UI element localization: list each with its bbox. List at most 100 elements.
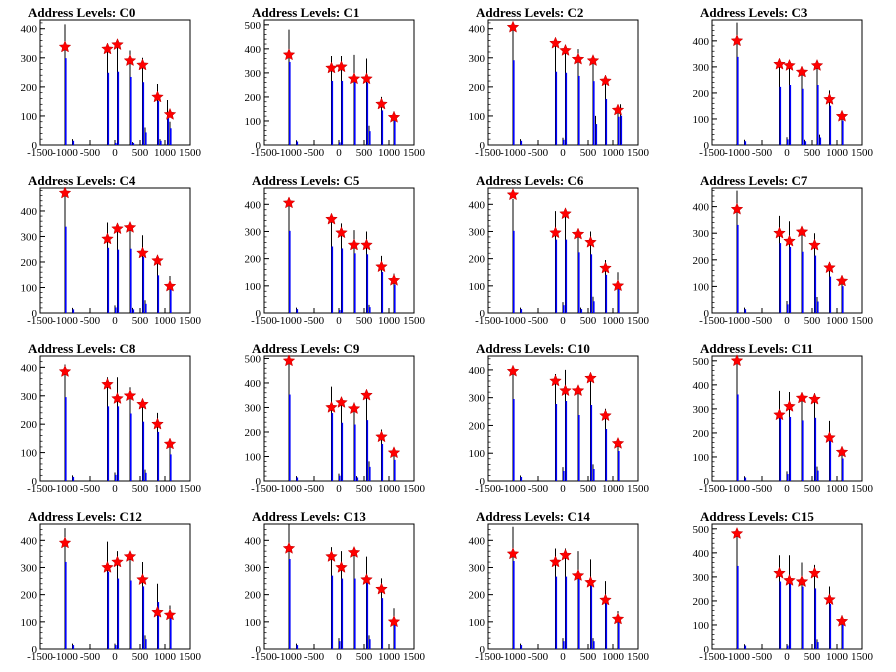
- chart-svg: 0 100 200 300 400 500 -1500 -1000 -500 0 500 1000 15…: [693, 523, 874, 663]
- x-tick-label: -1000: [52, 483, 78, 495]
- peak-marker: [549, 374, 562, 387]
- peak-marker: [360, 238, 373, 251]
- y-tick-label: 300: [469, 393, 486, 405]
- x-tick-label: -1000: [276, 483, 302, 495]
- x-tick-label: 500: [132, 651, 149, 663]
- x-tick-label: -1000: [52, 651, 78, 663]
- x-tick-label: -500: [304, 651, 325, 663]
- y-tick-label: 100: [469, 281, 486, 293]
- x-tick-label: 0: [560, 315, 566, 327]
- peak-marker: [123, 54, 137, 67]
- chart-panel-3: Address Levels: C3 0 100 200 300 400 -1500 -100…: [672, 0, 896, 168]
- x-tick-label: 1000: [602, 483, 625, 495]
- peak-marker: [506, 20, 520, 33]
- y-tick-label: 400: [21, 362, 38, 374]
- peak-marker: [151, 90, 164, 103]
- y-tick-label: 500: [245, 20, 262, 32]
- peak-marker: [387, 273, 401, 286]
- peak-marker: [151, 605, 164, 618]
- peak-marker: [773, 57, 786, 70]
- peak-marker: [282, 196, 296, 209]
- peak-marker: [835, 274, 849, 287]
- chart-title: Address Levels: C6: [476, 173, 584, 188]
- x-tick-label: 500: [132, 147, 149, 159]
- y-tick-label: 100: [245, 617, 262, 629]
- peak-marker: [101, 560, 114, 573]
- x-tick-label: -1000: [276, 315, 302, 327]
- x-tick-label: 1000: [602, 315, 625, 327]
- peak-marker: [151, 417, 164, 430]
- peak-marker: [549, 226, 562, 239]
- y-tick-label: 300: [693, 62, 710, 74]
- y-tick-label: 100: [245, 281, 262, 293]
- y-tick-label: 200: [245, 92, 262, 104]
- x-tick-label: 500: [356, 147, 373, 159]
- y-tick-label: 0: [480, 644, 486, 656]
- peak-marker: [282, 354, 296, 367]
- y-tick-label: 400: [469, 535, 486, 547]
- y-tick-label: 100: [245, 116, 262, 128]
- x-tick-label: 1000: [826, 147, 849, 159]
- y-tick-label: 100: [469, 617, 486, 629]
- y-tick-label: 0: [256, 140, 262, 152]
- peak-marker: [599, 593, 612, 606]
- y-tick-label: 0: [704, 140, 710, 152]
- peak-marker: [136, 58, 149, 71]
- peak-marker: [611, 279, 625, 292]
- chart-svg: 0 100 200 300 400 -1500 -1000 -500 0 500 1000 1500: [693, 19, 874, 159]
- y-tick-label: 200: [245, 254, 262, 266]
- peak-marker: [360, 72, 373, 85]
- x-tick-label: -1500: [475, 651, 501, 663]
- y-tick-label: 300: [469, 562, 486, 574]
- y-tick-label: 200: [21, 257, 38, 269]
- peak-marker: [823, 431, 836, 444]
- chart-panel-15: Address Levels: C15 0 100 200 300 400 500 -1500…: [672, 504, 896, 672]
- x-tick-label: -500: [528, 651, 549, 663]
- peak-marker: [835, 109, 849, 122]
- peak-marker: [823, 593, 836, 606]
- y-tick-label: 0: [32, 308, 38, 320]
- peak-marker: [730, 354, 744, 367]
- chart-svg: 0 100 200 300 400 -1500 -1000 -500 0 500 1000 1500: [21, 186, 202, 327]
- chart-panel-12: Address Levels: C12 0 100 200 300 400 -1500 -10…: [0, 504, 224, 672]
- y-tick-label: 200: [245, 427, 262, 439]
- x-tick-label: 0: [336, 651, 342, 663]
- y-tick-label: 300: [693, 404, 710, 416]
- x-tick-label: -500: [752, 651, 773, 663]
- y-tick-label: 100: [693, 281, 710, 293]
- y-tick-label: 200: [469, 254, 486, 266]
- chart-title: Address Levels: C5: [252, 173, 360, 188]
- peak-marker: [325, 61, 338, 74]
- y-tick-label: 400: [693, 548, 710, 560]
- y-tick-label: 100: [693, 114, 710, 126]
- plot-frame: [711, 355, 863, 482]
- x-tick-label: 500: [580, 651, 597, 663]
- y-tick-label: 100: [21, 282, 38, 294]
- x-tick-label: -1500: [475, 483, 501, 495]
- y-tick-label: 0: [480, 476, 486, 488]
- x-tick-label: 0: [336, 147, 342, 159]
- chart-panel-0: Address Levels: C0 0 100 200 300 400 -1500 -100…: [0, 0, 224, 168]
- chart-panel-8: Address Levels: C8 0 100 200 300 400 -1500 -100…: [0, 336, 224, 504]
- x-tick-label: -1500: [27, 651, 53, 663]
- chart-svg: 0 100 200 300 400 500 -1500 -1000 -500 0 500 1000 15…: [693, 354, 874, 495]
- chart-title: Address Levels: C4: [28, 173, 136, 188]
- chart-panel-2: Address Levels: C2 0 100 200 300 400 -1500 -100…: [448, 0, 672, 168]
- x-tick-label: 0: [560, 483, 566, 495]
- chart-title: Address Levels: C7: [700, 173, 808, 188]
- y-tick-label: 100: [245, 451, 262, 463]
- y-tick-label: 200: [469, 82, 486, 94]
- peak-marker: [808, 566, 821, 579]
- peak-marker: [783, 58, 796, 71]
- x-tick-label: 1500: [403, 483, 426, 495]
- plot-frame: [263, 19, 415, 146]
- x-tick-label: 0: [112, 315, 118, 327]
- peak-marker: [375, 430, 388, 443]
- chart-panel-1: Address Levels: C1 0 100 200 300 400 500 -1500-…: [224, 0, 448, 168]
- y-tick-label: 300: [469, 53, 486, 65]
- y-tick-label: 400: [21, 206, 38, 218]
- peak-marker: [823, 261, 836, 274]
- x-tick-label: -1000: [724, 651, 750, 663]
- peak-marker: [335, 226, 348, 239]
- chart-svg: 0 100 200 300 400 -1500 -1000 -500 0 500 1000 1500: [469, 355, 650, 495]
